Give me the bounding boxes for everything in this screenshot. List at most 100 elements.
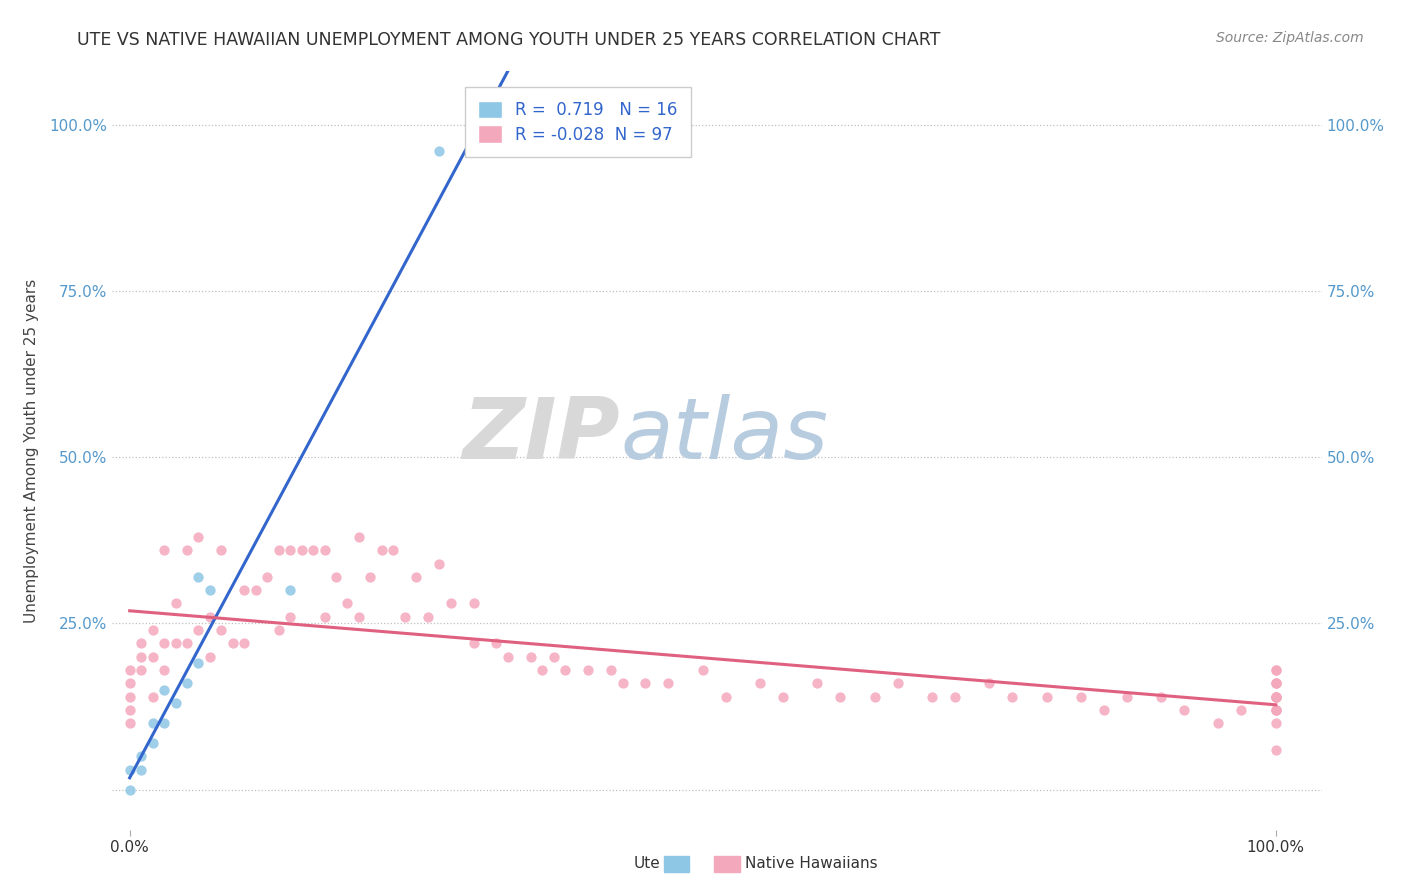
Point <box>496 649 519 664</box>
Point <box>278 543 301 558</box>
Point <box>943 690 966 704</box>
Point <box>1264 690 1286 704</box>
Point <box>692 663 714 677</box>
Point <box>278 609 301 624</box>
Point <box>129 636 152 650</box>
Point <box>198 649 221 664</box>
Point <box>118 663 141 677</box>
Point <box>347 609 370 624</box>
Point <box>233 583 256 598</box>
Point <box>1264 690 1286 704</box>
Point <box>382 543 405 558</box>
Point <box>921 690 943 704</box>
Point <box>1264 676 1286 690</box>
Point <box>531 663 554 677</box>
Point <box>118 703 141 717</box>
Point <box>153 682 176 697</box>
Point <box>176 676 198 690</box>
Point <box>314 609 336 624</box>
Point <box>209 543 232 558</box>
Point <box>347 530 370 544</box>
Text: Source: ZipAtlas.com: Source: ZipAtlas.com <box>1216 31 1364 45</box>
Point <box>187 657 209 671</box>
Point <box>209 623 232 637</box>
Point <box>886 676 908 690</box>
Point <box>314 543 336 558</box>
Text: UTE VS NATIVE HAWAIIAN UNEMPLOYMENT AMONG YOUTH UNDER 25 YEARS CORRELATION CHART: UTE VS NATIVE HAWAIIAN UNEMPLOYMENT AMON… <box>77 31 941 49</box>
Point <box>463 636 485 650</box>
Point <box>118 782 141 797</box>
Point <box>634 676 657 690</box>
Point <box>600 663 623 677</box>
Point <box>806 676 828 690</box>
Point <box>153 663 176 677</box>
Text: atlas: atlas <box>620 393 828 477</box>
Point <box>267 623 290 637</box>
Point <box>198 609 221 624</box>
Point <box>278 583 301 598</box>
Point <box>1264 676 1286 690</box>
Point <box>198 583 221 598</box>
Point <box>142 623 165 637</box>
Point <box>394 609 416 624</box>
Point <box>1035 690 1057 704</box>
Point <box>1264 663 1286 677</box>
Point <box>176 543 198 558</box>
Point <box>129 749 152 764</box>
Point <box>830 690 852 704</box>
Point <box>371 543 394 558</box>
Point <box>427 144 450 158</box>
Point <box>863 690 886 704</box>
Point <box>1115 690 1137 704</box>
Point <box>153 543 176 558</box>
Point <box>129 649 152 664</box>
Point <box>187 570 209 584</box>
Point <box>1264 690 1286 704</box>
Point <box>142 716 165 731</box>
Point <box>1173 703 1195 717</box>
Point <box>187 530 209 544</box>
Point <box>520 649 543 664</box>
Point <box>302 543 325 558</box>
Point <box>165 596 187 610</box>
Point <box>772 690 794 704</box>
Point <box>439 596 461 610</box>
Point <box>118 716 141 731</box>
Point <box>142 649 165 664</box>
Point <box>187 623 209 637</box>
Point <box>416 609 439 624</box>
Text: Ute: Ute <box>634 856 661 871</box>
Point <box>176 636 198 650</box>
Point <box>142 690 165 704</box>
Text: Native Hawaiians: Native Hawaiians <box>745 856 877 871</box>
Point <box>1208 716 1230 731</box>
Point <box>463 596 485 610</box>
Point <box>657 676 679 690</box>
Point <box>1070 690 1092 704</box>
Point <box>1150 690 1173 704</box>
Point <box>1001 690 1024 704</box>
Point <box>129 663 152 677</box>
Point <box>463 137 485 152</box>
Point <box>142 736 165 750</box>
Point <box>1264 690 1286 704</box>
Point <box>554 663 576 677</box>
Point <box>256 570 278 584</box>
Point <box>336 596 359 610</box>
Point <box>749 676 772 690</box>
Text: ZIP: ZIP <box>463 393 620 477</box>
Point <box>427 557 450 571</box>
Point <box>1092 703 1115 717</box>
Point <box>359 570 381 584</box>
Point <box>165 696 187 710</box>
Point <box>153 716 176 731</box>
Point <box>1230 703 1253 717</box>
Point <box>543 649 565 664</box>
Point <box>714 690 737 704</box>
Point <box>1264 703 1286 717</box>
Point <box>612 676 634 690</box>
Point <box>233 636 256 650</box>
Point <box>979 676 1001 690</box>
Point <box>129 763 152 777</box>
Point <box>291 543 314 558</box>
